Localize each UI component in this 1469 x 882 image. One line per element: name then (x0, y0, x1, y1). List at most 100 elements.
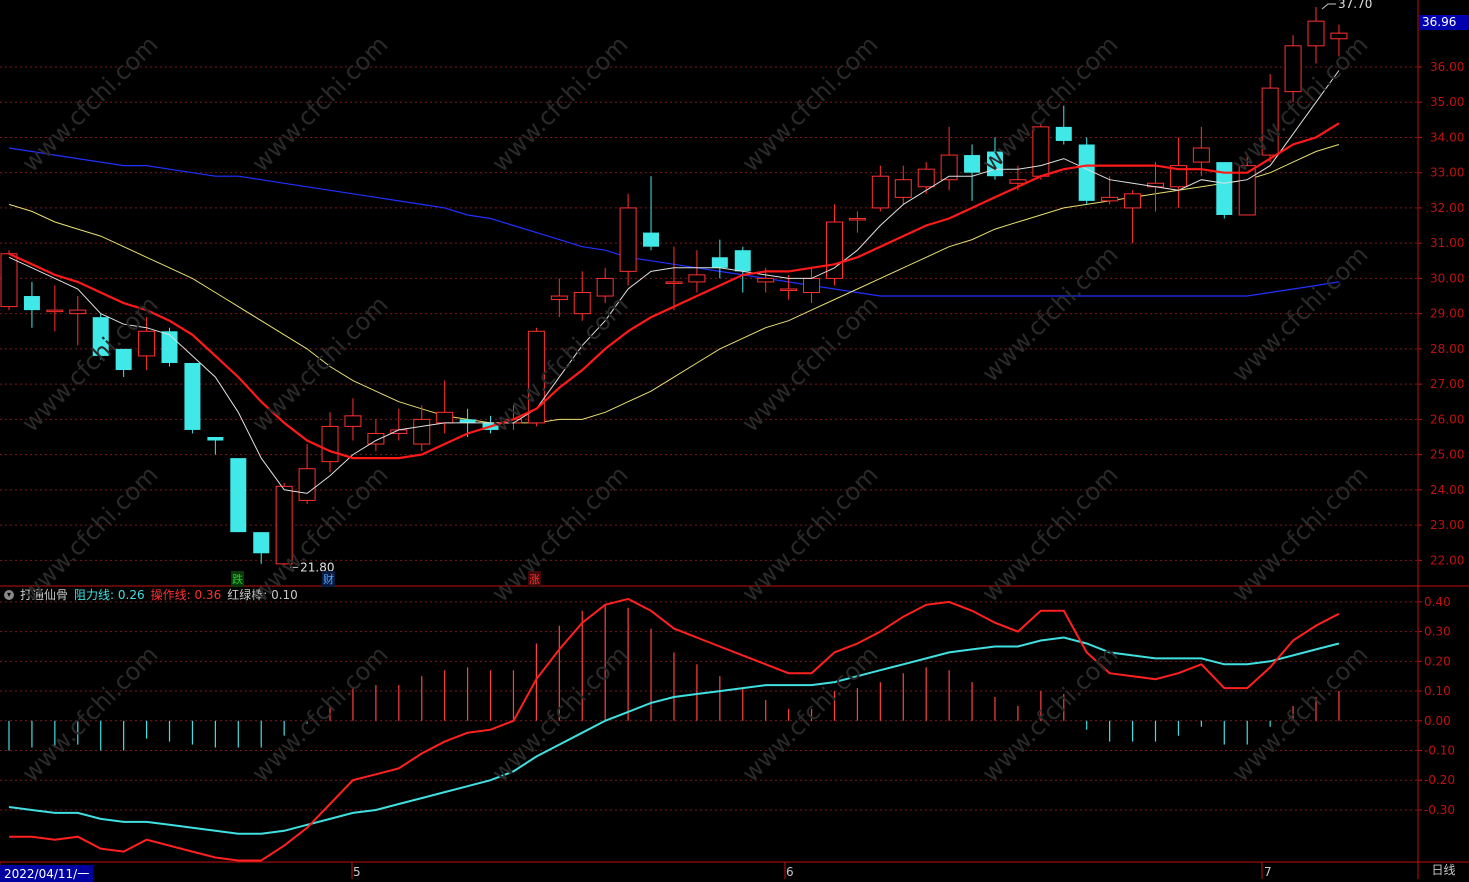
price-tick-label: 25.00 (1430, 448, 1464, 462)
candle-body (964, 155, 981, 173)
indicator-tick-label: 0.10 (1424, 684, 1451, 698)
candle-body (344, 415, 362, 427)
candle-body (459, 419, 476, 423)
indicator-tick-label: 0.00 (1424, 714, 1451, 728)
candle-body (298, 468, 316, 501)
candle-body (1330, 32, 1348, 40)
period-selector[interactable]: 日线 (1431, 863, 1456, 877)
candle-body (917, 168, 935, 188)
candle-body (1284, 45, 1302, 93)
candle-body (207, 436, 224, 441)
indicator-tick-label: 0.40 (1424, 595, 1451, 609)
candle-body (1101, 196, 1119, 202)
candle-body (573, 292, 591, 315)
candle-body (803, 277, 821, 294)
price-tick-label: 22.00 (1430, 553, 1464, 567)
candle-body (321, 425, 339, 463)
date-label-jun: 6 (786, 865, 794, 879)
candle-body (253, 532, 270, 554)
candle-body (940, 154, 958, 181)
candle-body (436, 411, 454, 424)
price-tick-label: 33.00 (1430, 166, 1464, 180)
candle-body (1307, 20, 1325, 47)
price-tick-label: 30.00 (1430, 271, 1464, 285)
operation-line (9, 597, 1340, 862)
price-tick-label: 27.00 (1430, 377, 1464, 391)
price-tick-label: 36.00 (1430, 60, 1464, 74)
price-tick-label: 34.00 (1430, 130, 1464, 144)
candle-body (184, 362, 201, 430)
candle-body (230, 458, 247, 533)
candle-body (550, 295, 568, 301)
candle-body (734, 250, 751, 272)
candle-body (596, 277, 614, 297)
candle-body (69, 309, 87, 315)
candle-body (161, 331, 178, 363)
candle-body (780, 288, 798, 291)
high-label: 37.70 (1338, 0, 1372, 11)
indicator-legend: ▾ 打通仙骨 阻力线: 0.26 操作线: 0.36 红绿棒: 0.10 (4, 586, 298, 603)
candle-body (1078, 144, 1095, 201)
marker-fall: 跌 (231, 571, 244, 587)
candle-body (711, 257, 728, 268)
candle-body (1124, 193, 1142, 209)
date-label-start: 2022/04/11/一 (0, 865, 94, 882)
candle-body (138, 330, 156, 357)
high-pointer (1321, 3, 1337, 10)
operation-label: 操作线: 0.36 (150, 588, 222, 602)
ma-white-line (8, 70, 1340, 494)
indicator-tick-label: -0.30 (1424, 803, 1455, 817)
candle-body (643, 232, 660, 247)
candle-body (46, 309, 64, 313)
candle-body (1009, 179, 1027, 184)
bar-label: 红绿棒: 0.10 (227, 588, 298, 602)
price-tick-label: 35.00 (1430, 95, 1464, 109)
resistance-label: 阻力线: 0.26 (74, 588, 145, 602)
candle-body (848, 217, 866, 221)
date-label-may: 5 (353, 865, 361, 879)
candle-body (1169, 165, 1187, 188)
candle-body (115, 348, 132, 371)
date-label-jul: 7 (1264, 865, 1272, 879)
candle-body (1032, 126, 1050, 177)
candle-body (757, 277, 775, 283)
candle-body (986, 151, 1003, 177)
price-tick-label: 32.00 (1430, 201, 1464, 215)
last-price-tag: 36.96 (1419, 15, 1469, 30)
candle-body (665, 281, 683, 284)
candle-body (92, 317, 109, 356)
indicator-name[interactable]: 打通仙骨 (20, 588, 69, 602)
candle-body (871, 175, 889, 209)
price-tick-label: 23.00 (1430, 518, 1464, 532)
candle-body (413, 418, 431, 445)
candle-body (1261, 87, 1279, 156)
candle-body (367, 432, 385, 445)
low-label: 21.80 (300, 560, 334, 574)
price-tick-label: 31.00 (1430, 236, 1464, 250)
candle-body (894, 179, 912, 198)
indicator-tick-label: 0.30 (1424, 625, 1451, 639)
indicator-tick-label: -0.20 (1424, 773, 1455, 787)
candle-body (619, 207, 637, 272)
collapse-icon[interactable]: ▾ (4, 589, 14, 600)
candle-body (1192, 147, 1210, 163)
indicator-tick-label: 0.20 (1424, 654, 1451, 668)
candle-body (0, 253, 18, 308)
price-tick-label: 29.00 (1430, 307, 1464, 321)
candle-body (688, 274, 706, 283)
ma-red-line (8, 122, 1340, 460)
price-tick-label: 28.00 (1430, 342, 1464, 356)
price-tick-label: 24.00 (1430, 483, 1464, 497)
candle-body (23, 296, 40, 311)
marker-rise: 涨 (528, 571, 541, 587)
marker-finance: 财 (322, 571, 335, 587)
candle-body (1216, 162, 1233, 215)
resistance-line (8, 636, 1340, 835)
price-tick-label: 26.00 (1430, 412, 1464, 426)
indicator-tick-label: -0.10 (1424, 744, 1455, 758)
candle-body (275, 485, 293, 565)
candle-body (527, 330, 545, 424)
candle-body (1238, 165, 1256, 216)
candle-body (1055, 126, 1072, 141)
